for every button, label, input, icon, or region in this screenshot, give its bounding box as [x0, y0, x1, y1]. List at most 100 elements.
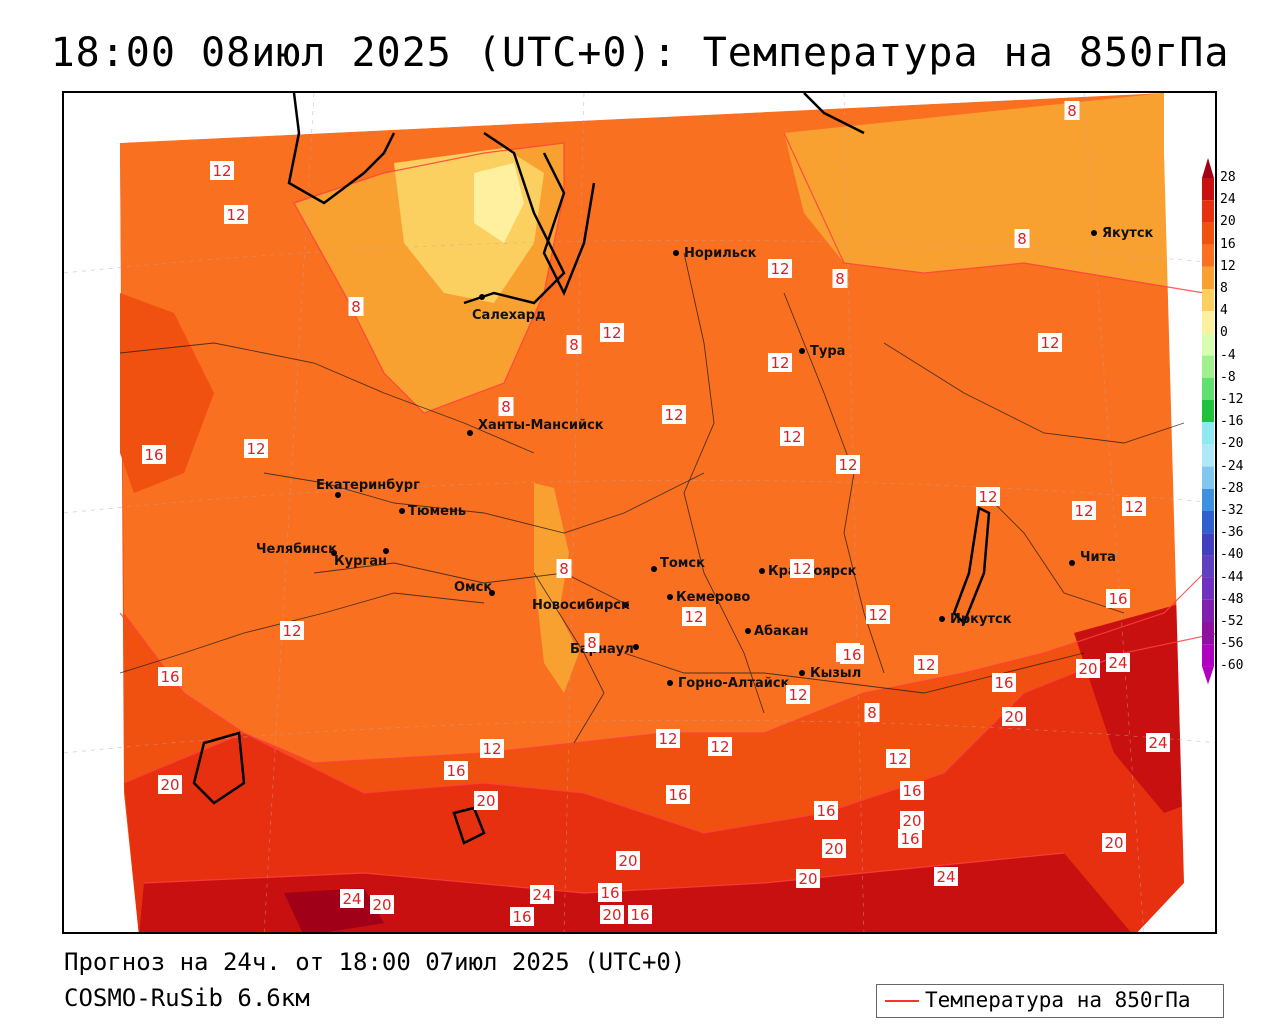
- city-label: Иркутск: [950, 612, 1012, 627]
- city-label: Горно-Алтайск: [678, 676, 790, 691]
- coastlines: [192, 93, 991, 845]
- svg-text:12: 12: [888, 750, 907, 768]
- svg-text:16: 16: [600, 884, 619, 902]
- svg-text:8: 8: [501, 398, 511, 416]
- svg-text:12: 12: [684, 608, 703, 626]
- colorbar-segment: [1202, 289, 1214, 312]
- svg-text:12: 12: [282, 622, 301, 640]
- svg-text:20: 20: [824, 840, 843, 858]
- isotherm-label: 12: [976, 487, 1000, 506]
- isotherm-label: 8: [1064, 101, 1080, 120]
- isotherm-label: 12: [866, 605, 890, 624]
- city-label: Кызыл: [810, 666, 861, 681]
- city-label: Курган: [334, 554, 387, 569]
- isotherm-labels-layer: 12 12 8 8 12 12 8 8 8 12 12 12 8 12 12 12 16 12 12 12 8 12 12 1…: [142, 101, 1170, 926]
- isotherm-label: 20: [158, 775, 182, 794]
- isotherm-label: 20: [600, 905, 624, 924]
- svg-text:12: 12: [482, 740, 501, 758]
- city-marker: [479, 294, 485, 300]
- isotherm-label: 20: [822, 839, 846, 858]
- legend-line-swatch: [885, 1000, 919, 1002]
- isotherm-label: 8: [1014, 229, 1030, 248]
- city-marker: [1091, 230, 1097, 236]
- svg-text:12: 12: [710, 738, 729, 756]
- svg-text:8: 8: [1017, 230, 1027, 248]
- isotherm-label: 16: [444, 761, 468, 780]
- city-label: Якутск: [1102, 226, 1154, 241]
- isotherm-label: 20: [1102, 833, 1126, 852]
- isotherm-label: 16: [628, 905, 652, 924]
- svg-text:24: 24: [532, 886, 551, 904]
- svg-text:12: 12: [1074, 502, 1093, 520]
- svg-text:8: 8: [587, 634, 597, 652]
- colorbar-tick-label: 8: [1220, 281, 1228, 296]
- graticule: [64, 93, 1215, 932]
- isotherm-label: 20: [616, 851, 640, 870]
- svg-text:12: 12: [770, 260, 789, 278]
- isotherm-label: 12: [768, 353, 792, 372]
- isotherm-label: 16: [1106, 589, 1130, 608]
- colorbar-tick-label: 12: [1220, 258, 1236, 274]
- isotherm-label: 12: [914, 655, 938, 674]
- svg-text:12: 12: [770, 354, 789, 372]
- zone-west-16: [120, 293, 214, 493]
- svg-text:20: 20: [1004, 708, 1023, 726]
- city-label: Кемерово: [676, 590, 750, 605]
- svg-text:20: 20: [476, 792, 495, 810]
- svg-text:8: 8: [569, 336, 579, 354]
- svg-text:8: 8: [835, 270, 845, 288]
- isotherm-label: 12: [1072, 501, 1096, 520]
- colorbar-segment: [1202, 533, 1214, 556]
- isotherm-label: 12: [600, 323, 624, 342]
- svg-text:12: 12: [246, 440, 265, 458]
- svg-text:20: 20: [902, 812, 921, 830]
- svg-text:8: 8: [1067, 102, 1077, 120]
- legend-label: Температура на 850гПа: [925, 988, 1191, 1012]
- svg-text:16: 16: [842, 646, 861, 664]
- colorbar-segment: [1202, 555, 1214, 578]
- model-info: COSMO-RuSib 6.6км: [64, 984, 310, 1012]
- cities-layer: Норильск Якутск Салехард Тура Ханты-Мансийск…: [256, 226, 1154, 691]
- svg-text:20: 20: [798, 870, 817, 888]
- colorbar-segment: [1202, 488, 1214, 511]
- colorbar-segment: [1202, 266, 1214, 289]
- svg-text:12: 12: [1124, 498, 1143, 516]
- isotherm-label: 20: [370, 895, 394, 914]
- svg-text:24: 24: [936, 868, 955, 886]
- svg-text:12: 12: [226, 206, 245, 224]
- city-label: Барнаул: [570, 642, 634, 657]
- svg-text:16: 16: [144, 446, 163, 464]
- isotherm-label: 8: [864, 703, 880, 722]
- svg-text:20: 20: [160, 776, 179, 794]
- isotherm-label: 12: [244, 439, 268, 458]
- city-marker: [633, 644, 639, 650]
- city-marker: [651, 566, 657, 572]
- zone-0: [474, 163, 524, 243]
- isotherm-label: 12: [790, 559, 814, 578]
- isotherm-label: 12: [768, 259, 792, 278]
- city-label: Новосибирск: [532, 598, 630, 613]
- colorbar-segment: [1202, 599, 1214, 622]
- svg-text:12: 12: [788, 686, 807, 704]
- isotherm-label: 20: [796, 869, 820, 888]
- svg-text:8: 8: [867, 704, 877, 722]
- city-label: Екатеринбург: [316, 478, 420, 493]
- isotherm-label: 24: [340, 889, 364, 908]
- colorbar-tick-label: 16: [1220, 236, 1236, 252]
- colorbar-segment: [1202, 400, 1214, 423]
- svg-text:20: 20: [1104, 834, 1123, 852]
- colorbar-tick-label: 20: [1220, 214, 1236, 230]
- svg-text:16: 16: [512, 908, 531, 926]
- colorbar-tick-label: 24: [1220, 192, 1236, 208]
- colorbar-tick-label: -12: [1220, 392, 1244, 407]
- svg-text:24: 24: [1148, 734, 1167, 752]
- colorbar-tick-label: -52: [1220, 614, 1244, 629]
- colorbar: 28 24 20 16 12 8 4 0 -4 -8 -12 -16 -20 -24 -28 -32 -36 -4…: [1198, 158, 1280, 688]
- svg-text:16: 16: [994, 674, 1013, 692]
- isotherm-label: 20: [474, 791, 498, 810]
- isotherm-label: 24: [530, 885, 554, 904]
- isotherm-label: 20: [900, 811, 924, 830]
- colorbar-tick-label: 28: [1220, 170, 1236, 185]
- temperature-field: Норильск Якутск Салехард Тура Ханты-Мансийск…: [64, 93, 1215, 932]
- colorbar-tick-label: 0: [1220, 325, 1228, 341]
